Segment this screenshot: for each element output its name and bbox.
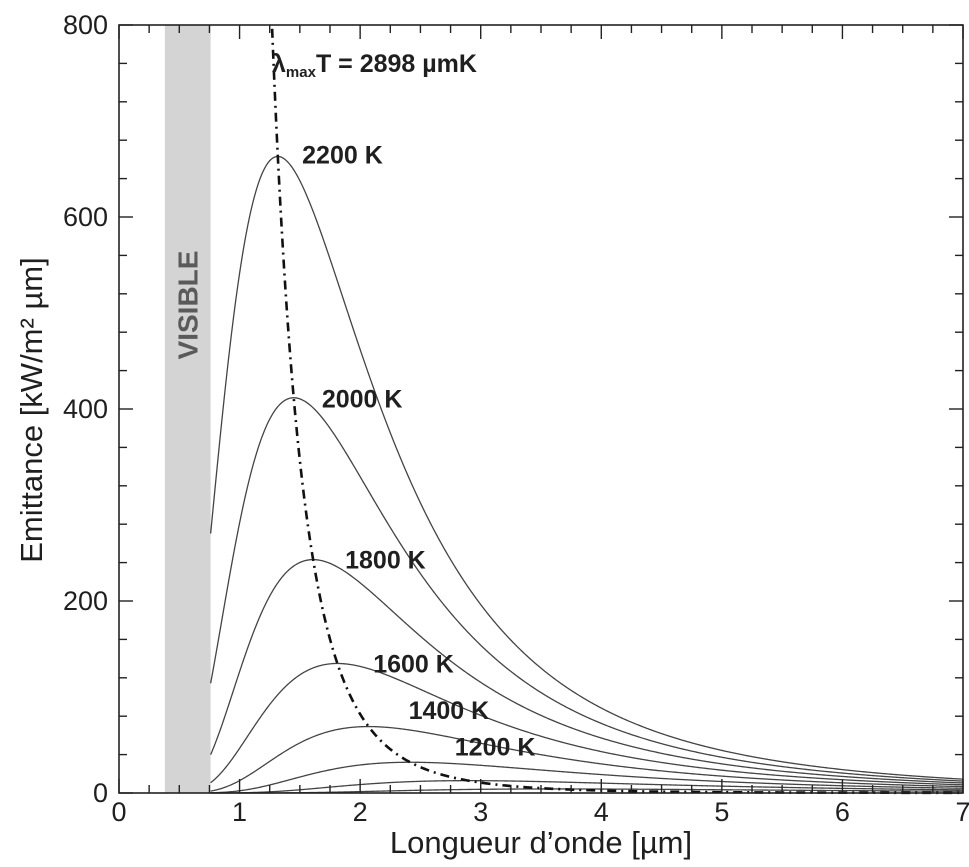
curve-1000k [210, 780, 964, 794]
y-tick-label: 800 [63, 10, 108, 40]
curve-2000k [209, 397, 964, 782]
x-tick-labels: 0 1 2 3 4 5 6 7 [111, 797, 969, 827]
curve-label-1200k: 1200 K [455, 733, 536, 761]
y-tick-label: 200 [63, 586, 108, 616]
y-tick-label: 0 [93, 778, 108, 808]
y-axis-title: Emittance [kW/m² µm] [14, 257, 49, 563]
wien-lambda: λ [272, 50, 286, 78]
curve-label-2200k: 2200 K [302, 142, 383, 170]
wien-suffix: T = 2898 µmK [316, 50, 477, 78]
x-tick-label: 1 [232, 797, 247, 827]
x-tick-label: 4 [594, 797, 609, 827]
curve-1200k [210, 761, 964, 794]
curve-labels: 2200 K 2000 K 1800 K 1600 K 1400 K 1200 K [302, 142, 535, 762]
wien-law-label: λmaxT = 2898 µmK [272, 50, 477, 81]
plot-frame [118, 24, 964, 794]
curve-label-1800k: 1800 K [345, 547, 426, 575]
curve-1400k [210, 725, 964, 792]
x-tick-label: 5 [714, 797, 729, 827]
visible-band [164, 25, 211, 793]
visible-band-label: VISIBLE [173, 251, 204, 360]
x-tick-label: 0 [111, 797, 126, 827]
x-tick-label: 6 [835, 797, 850, 827]
y-tick-label: 600 [63, 202, 108, 232]
curve-label-1600k: 1600 K [373, 650, 454, 678]
curve-label-2000k: 2000 K [322, 385, 403, 413]
curve-label-1400k: 1400 K [409, 697, 490, 725]
curve-1800k [210, 558, 964, 784]
curve-2200k [209, 155, 964, 780]
x-tick-label: 7 [955, 797, 969, 827]
x-tick-label: 2 [353, 797, 368, 827]
x-tick-label: 3 [473, 797, 488, 827]
wien-law-curve [270, 28, 963, 795]
y-tick-labels: 0 200 400 600 800 [63, 10, 108, 808]
y-tick-label: 400 [63, 394, 108, 424]
wien-subscript: max [286, 64, 317, 81]
x-axis-title: Longueur d’onde [µm] [390, 825, 692, 860]
curve-1600k [210, 662, 964, 786]
curves-group [209, 155, 964, 794]
axis-ticks [118, 24, 964, 794]
